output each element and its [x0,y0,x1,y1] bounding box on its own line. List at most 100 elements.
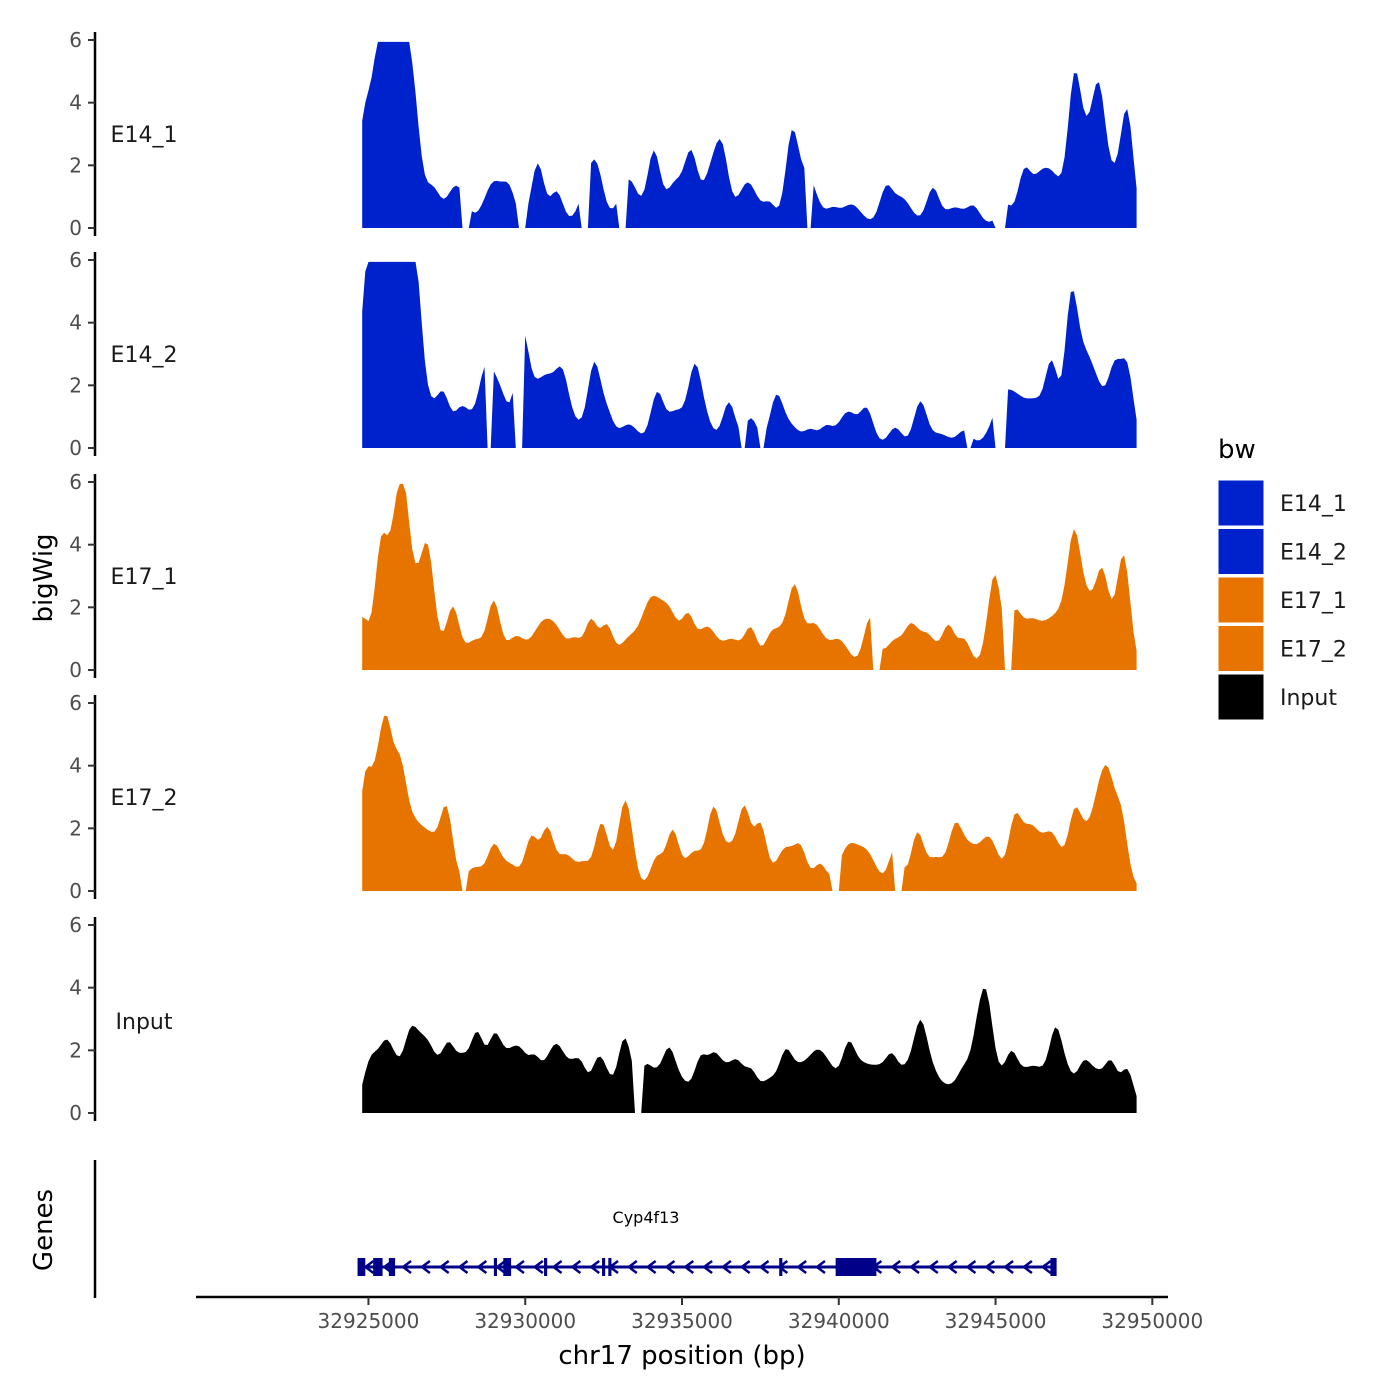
track-e17-1: 0 2 4 6 E17_1 [69,470,1137,682]
y-tick-label: 2 [69,1038,82,1062]
gene-exon [503,1258,512,1276]
y-tick-label: 4 [69,311,82,335]
strand-arrow [1021,1260,1033,1274]
y-tick-label: 0 [69,879,82,903]
gene-exon [544,1258,548,1276]
legend-label-e17-1: E17_1 [1280,589,1347,614]
x-tick-label: 32925000 [318,1309,420,1333]
x-tick-label: 32950000 [1101,1309,1203,1333]
strand-arrow [965,1260,977,1274]
strand-arrow [626,1260,638,1274]
strand-arrow [927,1260,939,1274]
gene-exon [608,1258,612,1276]
signal-tracks: 0 2 4 6 E14_1 0 2 4 6 E14_2 0 2 4 6 E17_1 0 2 4 6 E17_2 0 2 4 6… [69,28,1137,1125]
strand-arrow [702,1260,713,1274]
signal-area-input [362,988,1137,1113]
y-axis-title: bigWig [29,533,59,622]
x-axis-title: chr17 position (bp) [558,1341,805,1371]
y-tick-label: 4 [69,533,82,557]
gene-track: Cyp4f13 [93,1160,1057,1298]
x-tick-label: 32940000 [788,1309,890,1333]
signal-area-e14-2 [362,261,1137,448]
gene-exon [602,1258,606,1276]
x-tick-label: 32935000 [631,1309,733,1333]
track-label: E17_2 [111,786,178,811]
strand-arrow [946,1260,958,1274]
strand-arrow [664,1260,676,1274]
strand-arrow [645,1260,657,1274]
gene-exon [1050,1258,1056,1276]
gene-name-label: Cyp4f13 [613,1208,680,1227]
x-tick-label: 32930000 [474,1309,576,1333]
signal-area-e17-2 [362,715,1137,891]
strand-arrow [363,1260,375,1274]
strand-arrow [438,1260,450,1274]
legend-label-e14-2: E14_2 [1280,541,1347,566]
legend-label-input: Input [1280,686,1337,711]
track-e14-1: 0 2 4 6 E14_1 [69,28,1137,240]
y-tick-label: 2 [69,153,82,177]
y-tick-label: 6 [69,470,82,494]
y-tick-label: 4 [69,754,82,778]
x-tick-label: 32945000 [945,1309,1047,1333]
legend-label-e14-1: E14_1 [1280,492,1347,517]
track-label: E14_2 [111,343,178,368]
y-tick-label: 6 [69,28,82,52]
y-tick-label: 2 [69,816,82,840]
strand-arrow [476,1260,488,1274]
signal-area-e14-1 [362,41,1137,229]
gene-exon [373,1258,383,1276]
gene-exon [835,1258,877,1276]
y-tick-label: 0 [69,216,82,240]
strand-arrow [720,1260,732,1274]
track-label: Input [116,1010,173,1035]
legend-swatch-input [1217,673,1265,721]
y-tick-label: 6 [69,691,82,715]
legend: bw E14_1 E14_2 E17_1 E17_2 Input [1217,435,1347,721]
strand-arrow [984,1260,996,1274]
legend-title: bw [1218,435,1256,465]
legend-swatch-e14-2 [1217,528,1265,575]
gene-exon [359,1258,366,1276]
x-axis: 32925000 32930000 32935000 32940000 32945000… [196,1295,1203,1333]
strand-arrow [495,1260,506,1274]
strand-arrow [739,1260,751,1274]
track-e17-2: 0 2 4 6 E17_2 [69,691,1137,903]
signal-area-e17-1 [362,483,1137,670]
track-label: E14_1 [111,123,178,148]
gene-exon [779,1258,783,1276]
strand-arrow [796,1260,807,1274]
track-input: 0 2 4 6 Input [69,913,1137,1125]
strand-arrow [890,1260,901,1274]
legend-label-e17-2: E17_2 [1280,638,1347,663]
y-tick-label: 6 [69,248,82,272]
y-tick-label: 2 [69,595,82,619]
strand-arrow [683,1260,695,1274]
track-label: E17_1 [111,565,178,590]
strand-arrow [908,1260,920,1274]
strand-arrow [457,1260,469,1274]
gene-exon [493,1258,498,1276]
strand-arrow [400,1260,412,1274]
y-tick-label: 4 [69,976,82,1000]
strand-arrow [1040,1260,1052,1274]
y-tick-label: 0 [69,1101,82,1125]
gene-exon [388,1258,396,1276]
strand-arrow [570,1260,582,1274]
legend-swatch-e17-2 [1217,625,1265,672]
legend-swatch-e17-1 [1217,576,1265,624]
strand-arrow [1003,1260,1014,1274]
strand-arrow [551,1260,563,1274]
y-tick-label: 0 [69,658,82,682]
y-tick-label: 4 [69,91,82,115]
y-tick-label: 6 [69,913,82,937]
y-tick-label: 0 [69,436,82,460]
y-tick-label: 2 [69,373,82,397]
legend-swatch-e14-1 [1217,479,1265,527]
strand-arrow [419,1260,431,1274]
strand-arrow [814,1260,826,1274]
strand-arrow [513,1260,525,1274]
strand-arrow [532,1260,544,1274]
strand-arrow [589,1260,600,1274]
